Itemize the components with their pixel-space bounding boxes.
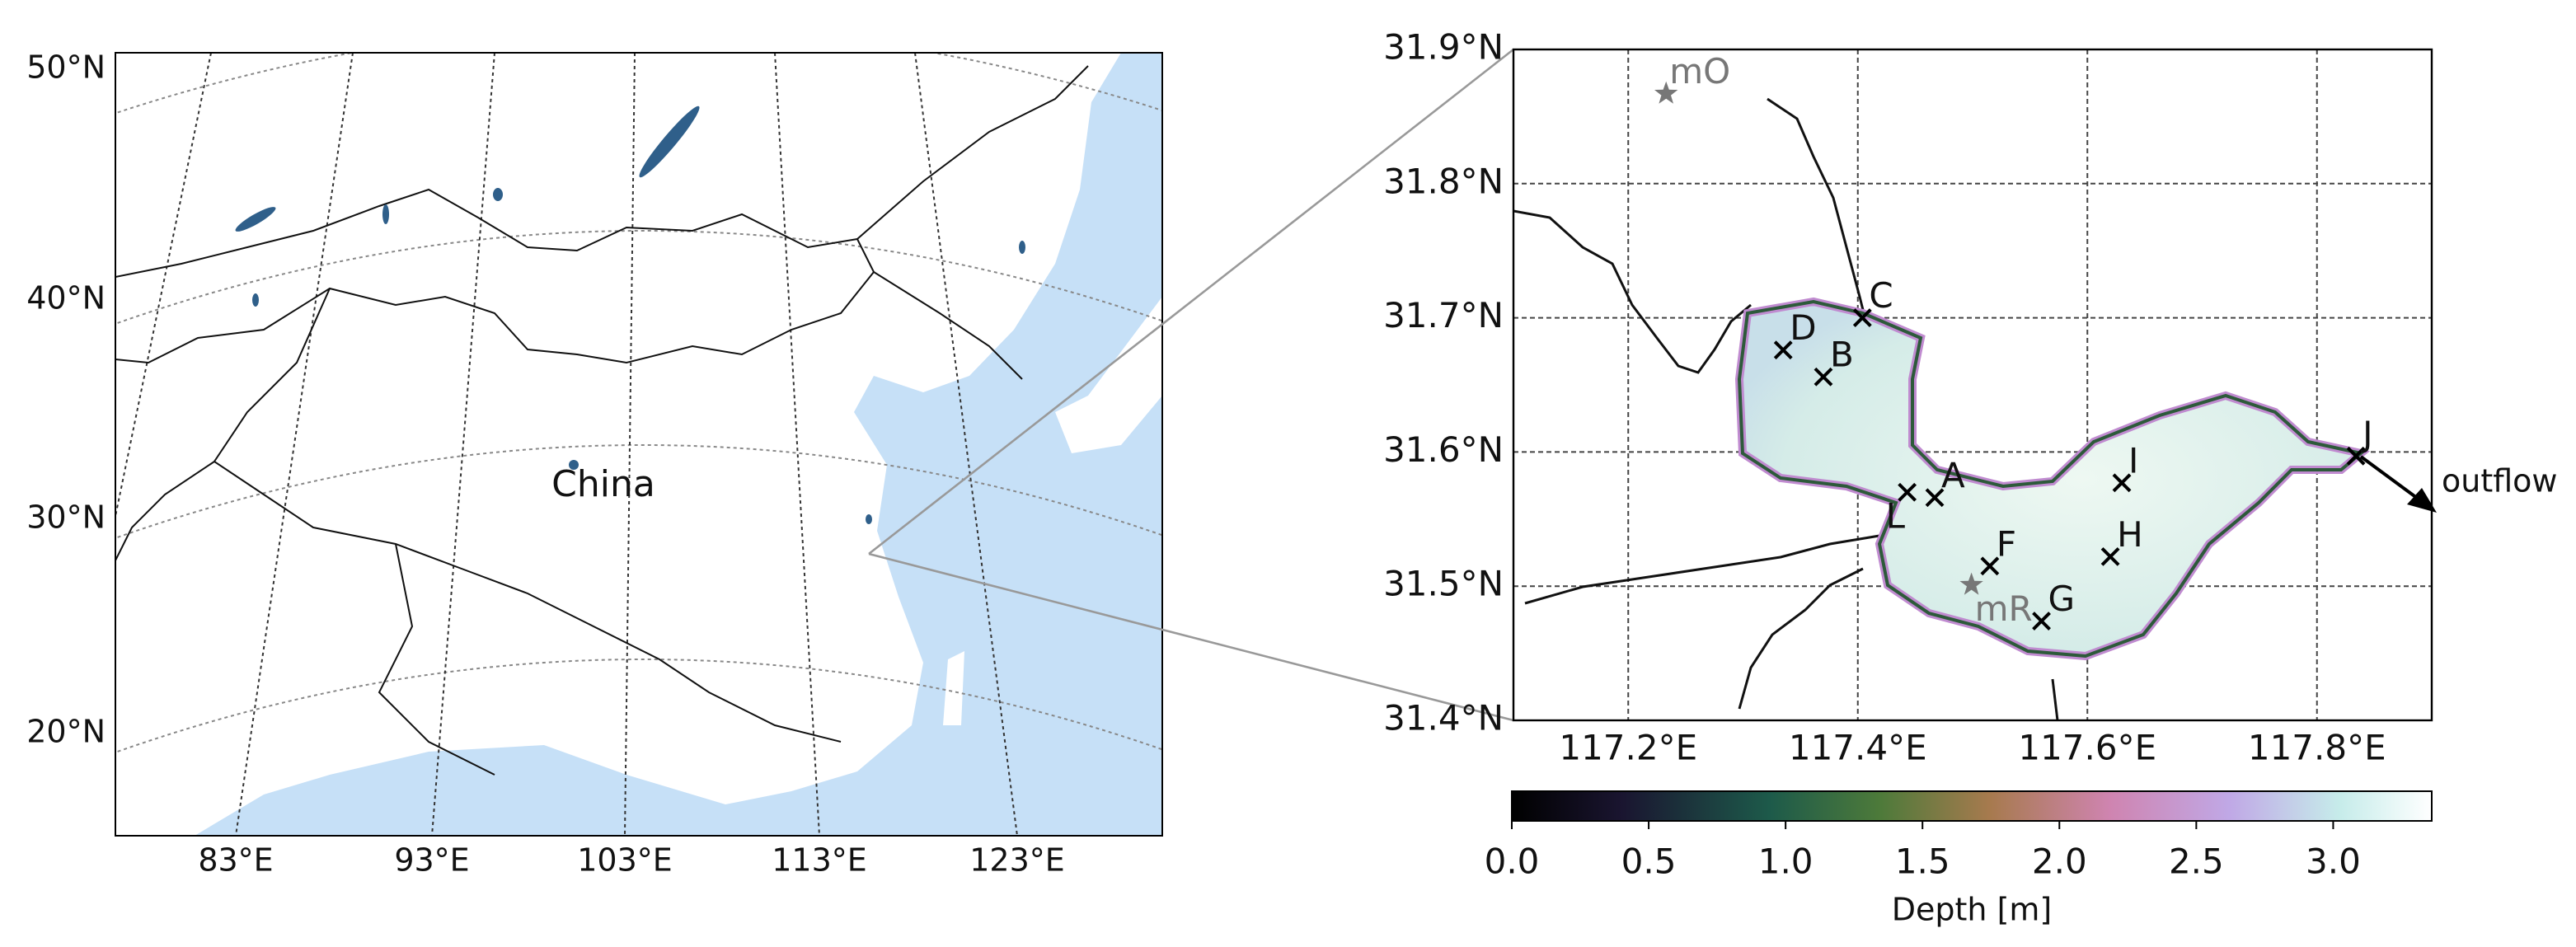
y-tick-label: 31.5°N [1383,564,1504,604]
lake-labels: 117.2°E 117.4°E 117.6°E 117.8°E 31.4°N 31.5°N… [1383,27,2386,768]
overview-map [115,53,1162,836]
site-marker [1925,488,1945,508]
site-label: G [2048,579,2076,619]
colorbar-tick-label: 1.5 [1895,842,1950,882]
map-frame [115,52,1163,837]
site-label: L [1886,496,1906,537]
colorbar-tick-label: 2.0 [2032,842,2087,882]
lon-label: 93°E [394,842,469,879]
site-marker [2112,473,2132,493]
colorbar-ticks: 0.0 0.5 1.0 1.5 2.0 2.5 3.0 [1485,821,2361,882]
site-marker [1959,572,1983,595]
overview-labels: 50°N 40°N 30°N 20°N 83°E 93°E 103°E 113°E 123°E C… [26,49,1065,879]
site-marker [1773,340,1793,360]
site-marker [1852,308,1872,328]
site-marker [1898,482,1917,502]
lon-label: 103°E [577,842,673,879]
site-label: mO [1669,51,1730,91]
site-marker [2346,446,2366,466]
x-tick-label: 117.8°E [2248,728,2386,768]
colorbar-tick-label: 3.0 [2306,842,2361,882]
x-tick-label: 117.6°E [2018,728,2156,768]
site: mR [1959,572,2033,629]
y-tick-label: 31.4°N [1383,698,1504,738]
site-label: B [1830,335,1854,375]
site: D [1773,307,1817,360]
site: C [1852,275,1893,328]
lake-map [1513,49,2432,720]
site-label: D [1790,307,1816,348]
colorbar-tick-label: 2.5 [2169,842,2224,882]
site-label: C [1869,275,1893,316]
site-label: A [1941,455,1965,495]
site-marker [1980,556,2000,576]
site-label: mR [1975,588,2033,629]
y-tick-label: 31.8°N [1383,161,1504,201]
site: H [2100,514,2143,566]
site: G [2032,579,2076,631]
colorbar-tick-label: 0.5 [1621,842,1677,882]
lat-label: 20°N [26,714,106,750]
site-label: I [2128,440,2138,481]
zoom-connector [868,48,1514,722]
lon-label: 123°E [969,842,1065,879]
y-tick-label: 31.6°N [1383,429,1504,470]
site-label: J [2360,414,2372,454]
colorbar [1511,790,2433,822]
site: L [1886,482,1917,537]
site: J [2346,414,2372,466]
y-tick-label: 31.9°N [1383,27,1504,68]
colorbar-tick-label: 0.0 [1485,842,1540,882]
site: B [1814,335,1854,387]
site-marker [2032,612,2051,631]
site-label: F [1997,523,2016,564]
site-label: H [2117,514,2143,555]
site: mO [1654,51,1730,104]
colorbar-label: Depth [m] [1892,892,2053,928]
site: A [1925,455,1965,508]
lat-label: 50°N [26,49,106,86]
site-marker [2100,546,2120,566]
colorbar-tick-label: 1.0 [1758,842,1814,882]
lat-label: 30°N [26,499,106,536]
site-marker [1814,367,1833,387]
lon-label: 113°E [772,842,867,879]
site-marker [1654,81,1678,104]
outflow-arrow [2359,455,2437,513]
x-tick-label: 117.4°E [1789,728,1927,768]
lat-label: 40°N [26,280,106,316]
lon-label: 83°E [198,842,273,879]
y-tick-label: 31.7°N [1383,295,1504,335]
site: I [2112,440,2138,493]
outflow-label: outflow [2442,463,2558,499]
country-label: China [551,463,655,505]
x-tick-label: 117.2°E [1559,728,1697,768]
site: F [1980,523,2016,576]
map-frame [1512,48,2433,722]
